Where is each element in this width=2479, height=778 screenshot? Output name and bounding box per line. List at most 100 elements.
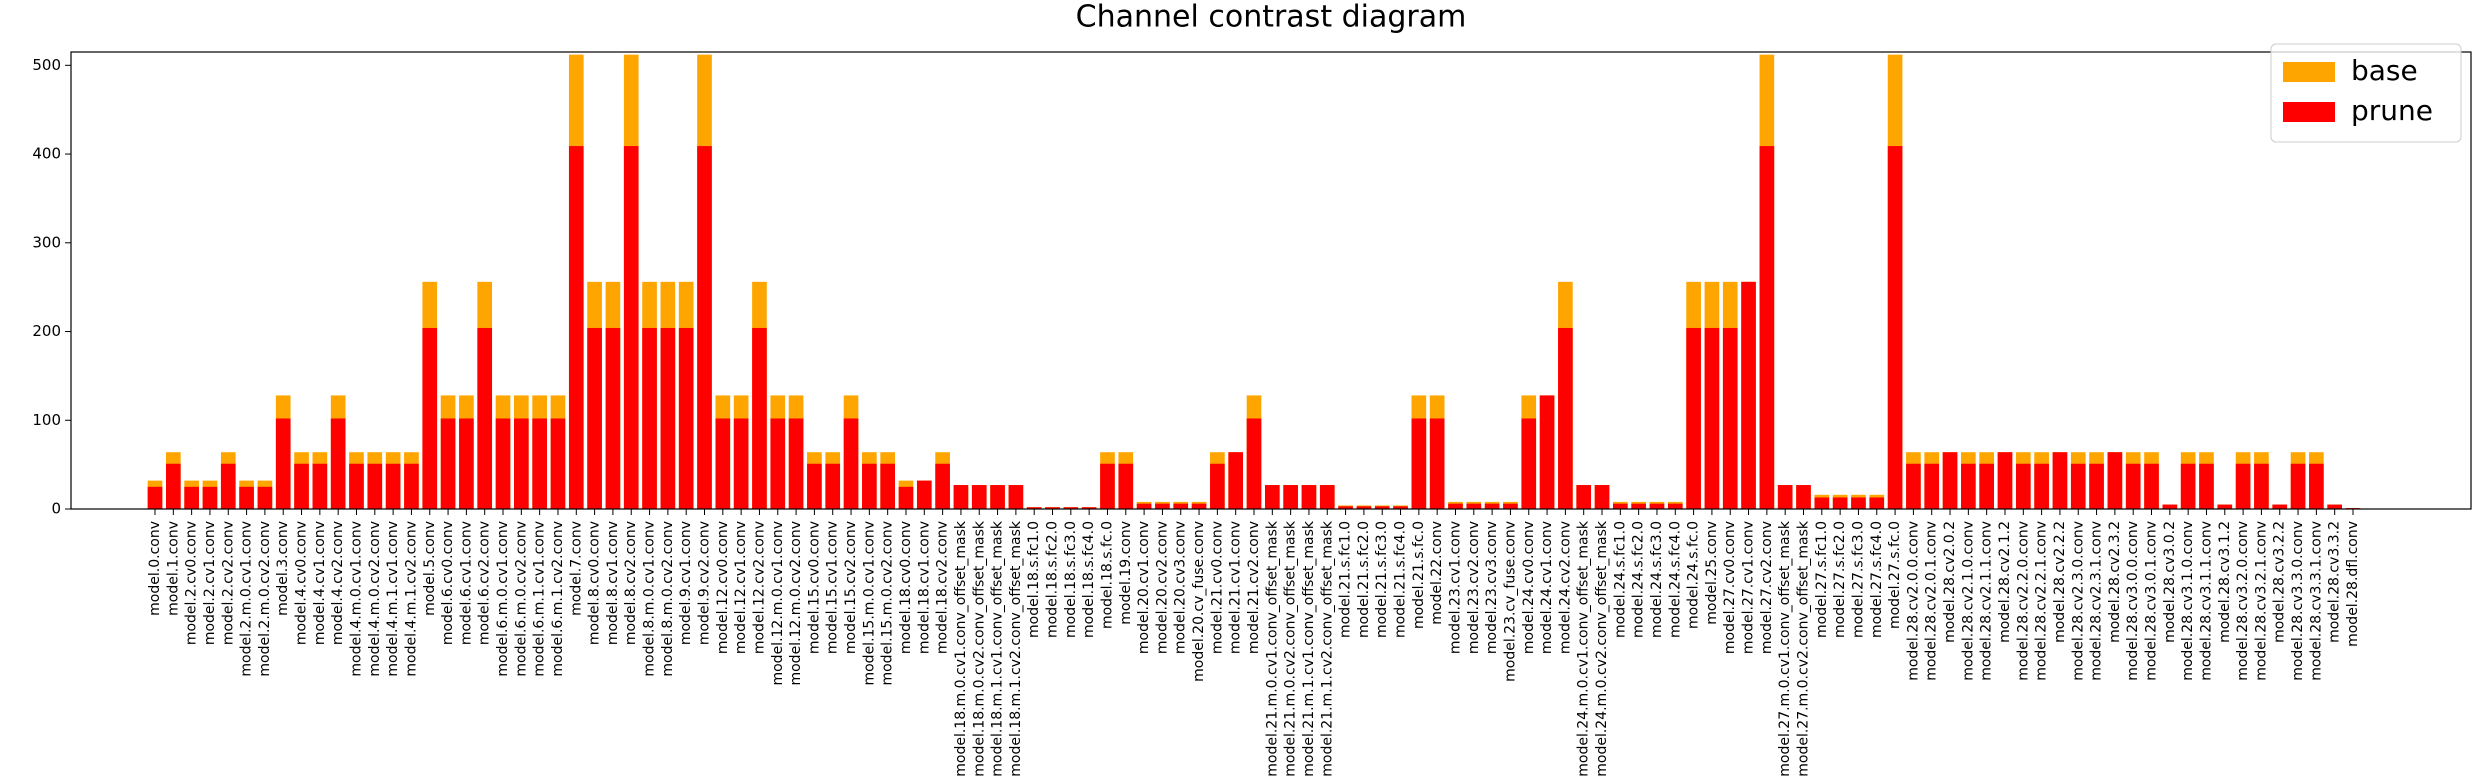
bar	[550, 418, 566, 509]
x-tick-label: model.4.m.1.cv1.conv	[385, 521, 401, 677]
x-tick-label: model.28.cv3.0.0.conv	[2125, 521, 2141, 681]
x-tick-label: model.8.m.0.cv2.conv	[660, 521, 676, 677]
bar	[1264, 485, 1280, 509]
bar	[990, 485, 1005, 509]
bar	[1704, 327, 1720, 509]
x-tick-label: model.20.cv3.conv	[1173, 521, 1189, 654]
bar	[1319, 485, 1335, 509]
bar	[385, 463, 401, 509]
x-tick-label: model.4.cv0.conv	[294, 521, 310, 645]
x-tick-label: model.28.dfl.conv	[2345, 521, 2361, 647]
x-tick-label: model.28.cv2.0.2	[1942, 521, 1958, 643]
x-tick-label: model.27.m.0.cv1.conv_offset_mask	[1777, 520, 1793, 777]
bar	[2235, 463, 2251, 509]
bar	[422, 327, 438, 509]
bar	[367, 463, 383, 509]
x-tick-label: model.6.m.0.cv2.conv	[513, 521, 529, 677]
bar	[1887, 146, 1903, 509]
x-tick-label: model.9.cv2.conv	[697, 521, 713, 645]
x-tick-label: model.15.m.0.cv1.conv	[861, 521, 877, 686]
bar	[1576, 485, 1592, 509]
x-tick-label: model.24.cv1.conv	[1539, 521, 1555, 654]
bar	[807, 463, 822, 509]
bar	[294, 463, 309, 509]
bar	[1722, 327, 1738, 509]
x-tick-label: model.8.cv1.conv	[605, 521, 621, 645]
bar	[1100, 463, 1115, 509]
x-tick-label: model.8.cv2.conv	[623, 521, 639, 645]
x-tick-label: model.27.s.fc1.0	[1814, 521, 1830, 638]
x-tick-label: model.1.conv	[165, 521, 181, 616]
x-tick-label: model.28.cv3.1.2	[2217, 521, 2233, 643]
bar	[1081, 507, 1097, 509]
x-tick-label: model.2.cv2.conv	[220, 521, 236, 645]
bar	[1210, 463, 1225, 509]
bar	[898, 486, 914, 509]
bar	[2144, 463, 2159, 509]
x-tick-label: model.28.cv2.2.2	[2052, 521, 2068, 643]
x-tick-label: model.6.m.1.cv1.conv	[532, 521, 548, 677]
x-tick-label: model.7.conv	[568, 521, 584, 616]
bar	[843, 418, 859, 509]
bar	[1777, 485, 1793, 509]
x-tick-label: model.19.conv	[1118, 521, 1134, 625]
bar	[2309, 463, 2324, 509]
bar	[770, 418, 786, 509]
x-tick-label: model.2.m.0.cv2.conv	[257, 521, 273, 677]
bar	[1393, 506, 1408, 509]
x-tick-label: model.28.cv3.3.0.conv	[2290, 521, 2306, 681]
x-tick-label: model.22.conv	[1429, 521, 1445, 625]
bar	[1338, 506, 1353, 509]
x-tick-label: model.18.s.fc2.0	[1045, 521, 1061, 638]
bar	[275, 418, 291, 509]
y-tick-label: 200	[32, 322, 61, 340]
bar	[660, 327, 676, 509]
x-tick-label: model.23.cv1.conv	[1447, 521, 1463, 654]
x-tick-label: model.25.conv	[1704, 521, 1720, 625]
x-tick-label: model.18.m.0.cv2.conv_offset_mask	[971, 520, 987, 777]
bar	[1448, 503, 1463, 509]
x-tick-label: model.23.cv_fuse.conv	[1502, 521, 1518, 682]
bar	[1942, 452, 1958, 509]
x-tick-label: model.24.s.fc1.0	[1612, 521, 1628, 638]
bar	[1997, 452, 2013, 509]
bar	[1045, 507, 1060, 509]
x-tick-label: model.18.cv0.conv	[898, 521, 914, 654]
bar	[440, 418, 456, 509]
bar	[1283, 485, 1298, 509]
bar	[953, 485, 969, 509]
x-tick-label: model.28.cv2.1.1.conv	[1979, 521, 1995, 681]
x-tick-label: model.24.cv2.conv	[1557, 521, 1573, 654]
bar	[2015, 463, 2031, 509]
bar	[2180, 463, 2196, 509]
bar	[1558, 327, 1573, 509]
bar	[1374, 506, 1390, 509]
bar	[1466, 503, 1482, 509]
x-tick-label: model.18.cv1.conv	[916, 521, 932, 654]
x-tick-label: model.6.cv0.conv	[440, 521, 456, 645]
x-tick-label: model.28.cv3.2.1.conv	[2253, 521, 2269, 681]
x-tick-label: model.28.cv3.0.1.conv	[2144, 521, 2160, 681]
bar	[165, 463, 181, 509]
bar	[349, 463, 364, 509]
bar	[459, 418, 474, 509]
x-tick-label: model.18.m.1.cv2.conv_offset_mask	[1008, 520, 1024, 777]
x-tick-label: model.4.m.0.cv2.conv	[367, 521, 383, 677]
x-tick-label: model.18.s.fc.0	[1099, 521, 1115, 629]
x-tick-label: model.18.m.0.cv1.conv_offset_mask	[953, 520, 969, 777]
bar	[1924, 463, 1940, 509]
x-tick-label: model.20.cv2.conv	[1154, 521, 1170, 654]
y-tick-label: 0	[51, 500, 61, 518]
x-tick-label: model.28.cv2.0.1.conv	[1924, 521, 1940, 681]
x-tick-label: model.18.s.fc1.0	[1026, 521, 1042, 638]
legend-label: base	[2351, 54, 2418, 87]
x-tick-label: model.12.m.0.cv1.conv	[770, 521, 786, 686]
x-tick-label: model.27.cv1.conv	[1741, 521, 1757, 654]
bar	[2199, 463, 2214, 509]
x-tick-label: model.28.cv2.0.0.conv	[1905, 521, 1921, 681]
y-tick-label: 100	[32, 411, 61, 429]
bar	[1411, 418, 1427, 509]
x-tick-label: model.4.cv1.conv	[312, 521, 328, 645]
bar	[587, 327, 602, 509]
x-tick-label: model.23.cv2.conv	[1466, 521, 1482, 654]
